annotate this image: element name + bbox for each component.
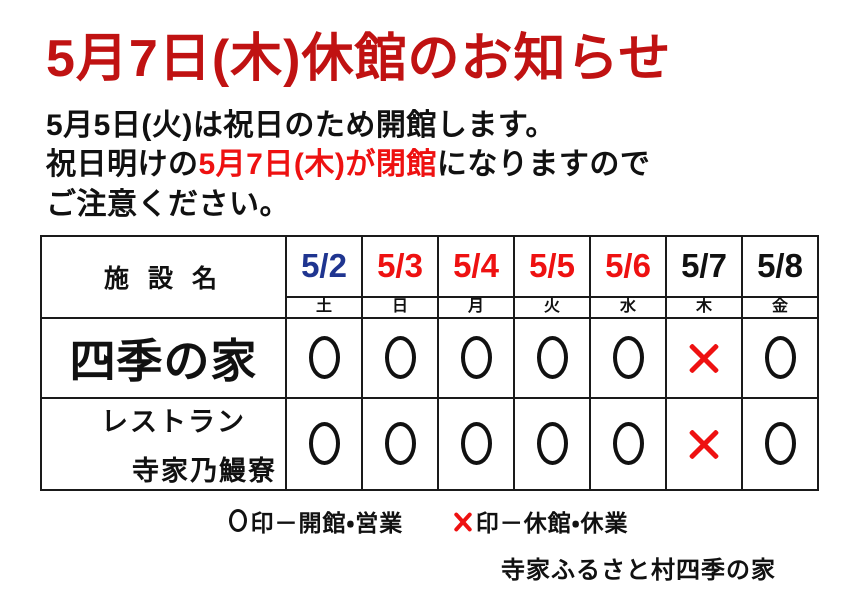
schedule-cell [437,396,515,491]
open-circle-icon [308,336,340,380]
weekday-header: 水 [589,295,667,319]
date-header: 5/2 [285,234,363,298]
notice-line-1: 5月5日(火)は祝日のため開館します。 [46,108,556,142]
schedule-table: 施 設 名 5/2 5/3 5/4 5/5 5/6 5/7 5/8 土 日 月 … [40,234,819,491]
open-circle-icon [384,422,416,466]
schedule-cell [589,396,667,491]
facility-column-header: 施 設 名 [40,234,287,319]
facility-name: 四季の家 [40,316,287,399]
schedule-cell [285,316,363,399]
schedule-cell [741,396,819,491]
closed-x-icon [453,510,473,532]
open-circle-icon [460,336,492,380]
weekday-header: 月 [437,295,515,319]
schedule-cell [589,316,667,399]
schedule-cell [285,396,363,491]
table-row-shikinoie: 四季の家 [40,316,819,399]
weekday-header: 火 [513,295,591,319]
open-circle-icon [384,336,416,380]
schedule-cell [437,316,515,399]
facility-name-line2: 寺家乃鰻寮 [132,455,277,486]
open-circle-icon [460,422,492,466]
weekday-header: 日 [361,295,439,319]
notice-line2-highlight: 5月7日(木)が閉館 [198,148,437,182]
open-circle-icon [764,422,796,466]
schedule-cell [665,316,743,399]
issuer-name: 寺家ふるさと村四季の家 [501,557,776,585]
schedule-cell [665,396,743,491]
table-row-weekdays: 土 日 月 火 水 木 金 [41,295,819,319]
closed-x-icon [688,428,720,460]
facility-name: レストラン 寺家乃鰻寮 [40,396,287,491]
weekday-header: 木 [665,295,743,319]
notice-line-3: ご注意ください。 [46,187,290,221]
date-header: 5/3 [361,234,439,298]
open-circle-icon [308,422,340,466]
open-circle-icon [612,422,644,466]
schedule-cell [513,396,591,491]
legend-open-label: 印－開館・営業 [250,509,404,536]
facility-name-line1: レストラン [101,406,246,437]
notice-body: 5月5日(火)は祝日のため開館します。 祝日明けの5月7日(木)が閉館になります… [46,106,848,225]
open-circle-icon [612,336,644,380]
legend: 印－開館・営業 印－休館・休業 [40,504,818,539]
table-row-restaurant: レストラン 寺家乃鰻寮 [40,396,819,491]
weekday-header: 金 [741,295,819,319]
schedule-cell [361,396,439,491]
schedule-cell [741,316,819,399]
legend-closed-label: 印－休館・休業 [475,510,629,537]
schedule-cell [361,316,439,399]
date-header: 5/7 [665,234,743,298]
page-title: 5月7日(木)休館のお知らせ [46,30,672,88]
notice-line2-prefix: 祝日明けの [46,148,199,182]
date-header: 5/4 [437,234,515,298]
closed-x-icon [688,342,720,374]
legend-closed: 印－休館・休業 [453,504,629,538]
date-header: 5/5 [513,234,591,298]
open-circle-icon [229,509,248,533]
weekday-header: 土 [285,295,363,319]
table-row-dates: 施 設 名 5/2 5/3 5/4 5/5 5/6 5/7 5/8 [40,234,819,319]
notice-line2-suffix: になりますので [436,148,651,182]
notice-line-2: 祝日明けの5月7日(木)が閉館になりますので [46,145,848,185]
schedule-cell [513,316,591,399]
date-header: 5/6 [589,234,667,298]
open-circle-icon [536,422,568,466]
open-circle-icon [536,336,568,380]
legend-open: 印－開館・営業 [229,504,403,538]
date-header: 5/8 [741,234,819,298]
open-circle-icon [764,336,796,380]
